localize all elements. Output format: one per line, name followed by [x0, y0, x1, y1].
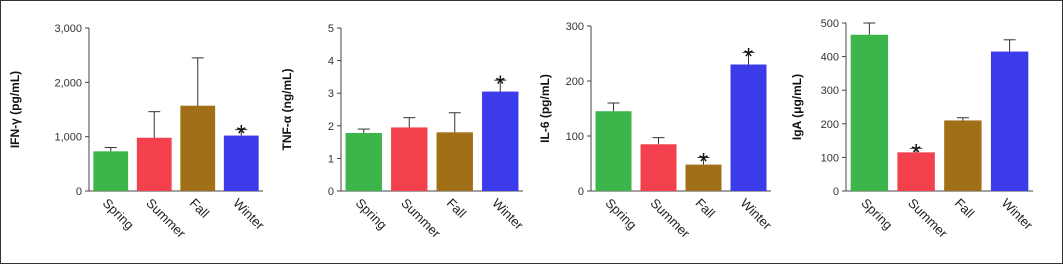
y-tick-label: 500 — [821, 18, 839, 30]
y-tick-label: 5 — [328, 23, 334, 35]
x-tick-label: Summer — [398, 195, 444, 241]
y-tick-label: 0 — [76, 186, 82, 198]
x-tick-label: Spring — [858, 195, 895, 232]
y-tick-label: 400 — [821, 52, 839, 64]
bar — [345, 132, 382, 191]
x-tick-label: Fall — [444, 195, 469, 220]
bar — [93, 151, 129, 191]
y-tick-label: 300 — [821, 85, 839, 97]
bar — [730, 64, 767, 191]
significance: * — [699, 148, 708, 175]
bar — [685, 164, 722, 191]
x-tick-label: Spring — [100, 195, 137, 232]
y-axis-label: IL-6 (pg/mL) — [538, 74, 552, 143]
y-axis-label: IFN-γ (pg/mL) — [8, 71, 22, 148]
y-tick-label: 0 — [578, 186, 584, 198]
significance: * — [237, 121, 246, 148]
y-tick-label: 1,000 — [54, 132, 82, 144]
y-tick-label: 0 — [328, 186, 334, 198]
bar — [850, 34, 889, 192]
y-tick-label: 1 — [328, 153, 334, 165]
bar — [595, 111, 632, 191]
x-tick-label: Summer — [648, 195, 694, 241]
bar — [944, 120, 982, 191]
bar — [436, 132, 473, 191]
bar — [391, 127, 428, 191]
x-tick-label: Summer — [143, 195, 189, 241]
y-tick-label: 300 — [566, 21, 584, 33]
y-tick-label: 3,000 — [54, 23, 82, 35]
bar — [482, 91, 519, 191]
y-tick-label: 0 — [833, 186, 839, 198]
y-tick-label: 2 — [328, 121, 334, 133]
y-tick-label: 200 — [566, 76, 584, 88]
bar — [180, 105, 216, 191]
x-tick-label: Fall — [187, 195, 212, 220]
x-tick-label: Winter — [999, 195, 1037, 233]
x-tick-label: Winter — [738, 195, 776, 233]
y-axis-label: IgA (μg/mL) — [790, 74, 804, 140]
x-tick-label: Winter — [489, 195, 527, 233]
x-tick-label: Fall — [952, 195, 977, 220]
bar — [223, 135, 259, 191]
x-tick-label: Summer — [905, 195, 951, 241]
x-tick-label: Spring — [353, 195, 390, 232]
x-tick-label: Spring — [603, 195, 640, 232]
significance: * — [744, 43, 753, 70]
bar — [640, 144, 677, 191]
y-tick-label: 100 — [821, 152, 839, 164]
bar — [897, 152, 935, 191]
bar — [990, 51, 1029, 192]
y-axis-label: TNF-α (ng/mL) — [280, 68, 294, 150]
y-tick-label: 4 — [328, 56, 334, 68]
y-tick-label: 200 — [821, 119, 839, 131]
y-tick-label: 2,000 — [54, 77, 82, 89]
x-tick-label: Fall — [693, 195, 718, 220]
x-tick-label: Winter — [230, 195, 268, 233]
y-tick-label: 3 — [328, 88, 334, 100]
significance: * — [911, 139, 920, 166]
y-tick-label: 100 — [566, 131, 584, 143]
bar — [136, 137, 172, 191]
significance: * — [496, 71, 505, 98]
